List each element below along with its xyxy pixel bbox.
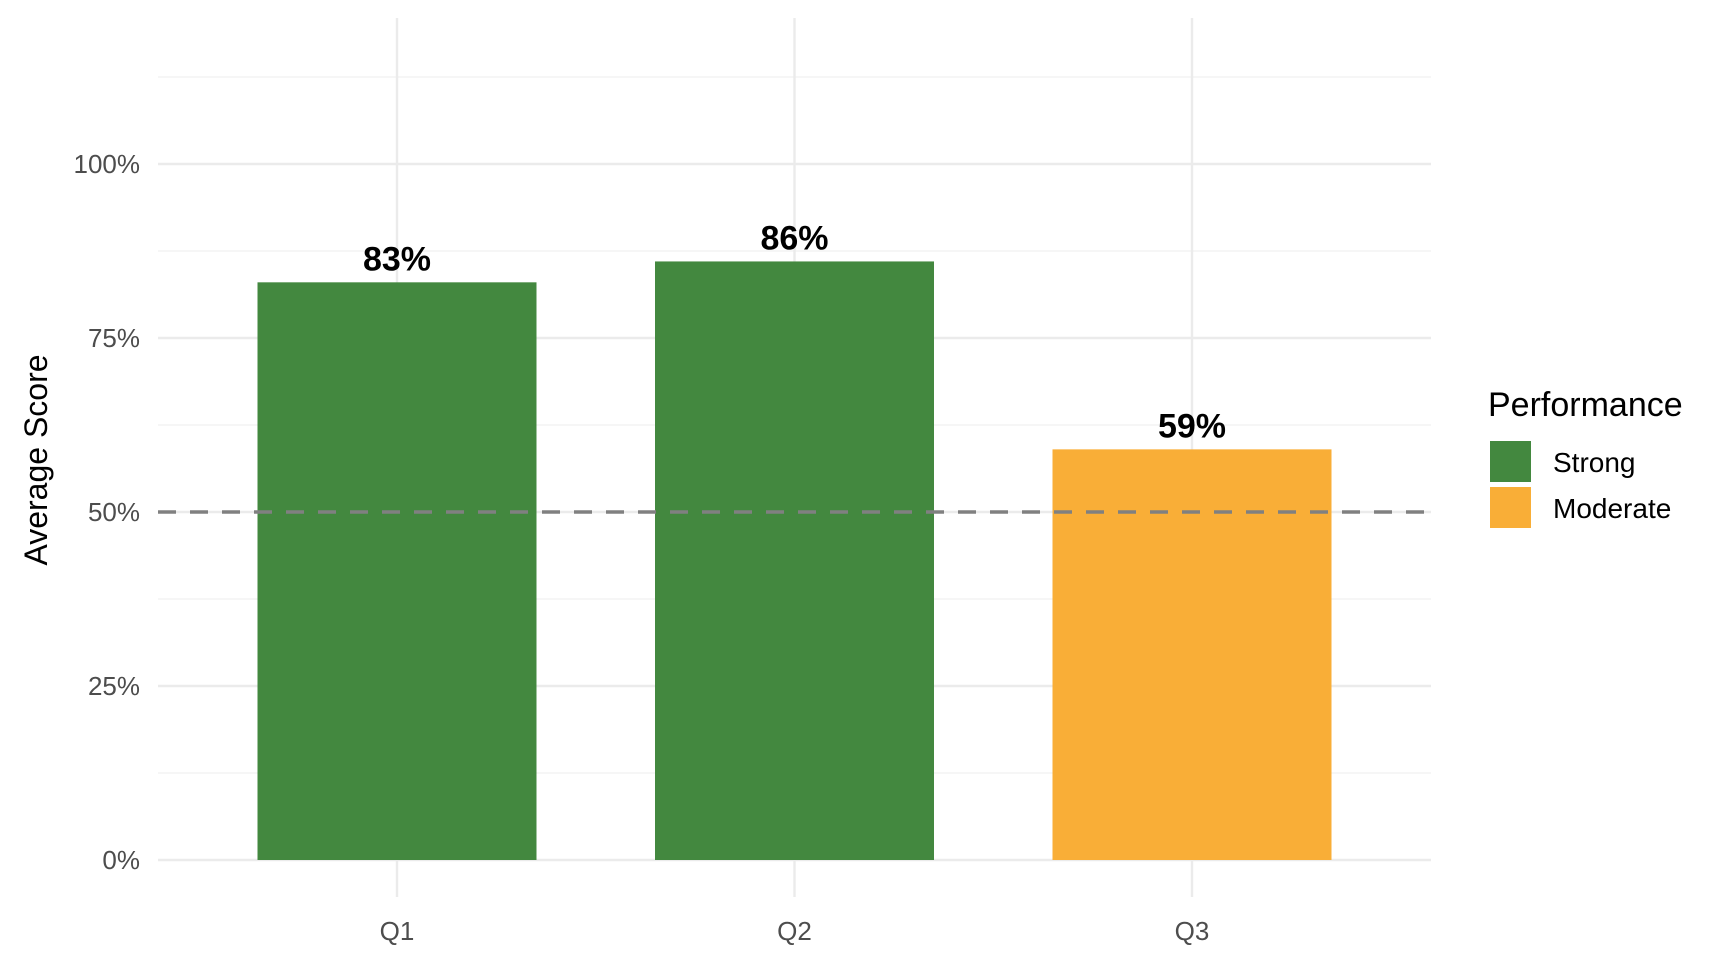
y-tick-label: 50% bbox=[88, 497, 140, 527]
x-tick-label: Q1 bbox=[380, 916, 415, 946]
x-tick-label: Q2 bbox=[777, 916, 812, 946]
y-tick-label: 75% bbox=[88, 323, 140, 353]
legend-title: Performance bbox=[1488, 386, 1683, 424]
legend-key-strong bbox=[1490, 441, 1531, 482]
legend-label: Moderate bbox=[1553, 493, 1671, 524]
bar-q3 bbox=[1052, 449, 1332, 860]
y-tick-label: 0% bbox=[102, 845, 140, 875]
y-tick-label: 25% bbox=[88, 671, 140, 701]
y-tick-label: 100% bbox=[74, 149, 141, 179]
y-axis-label: Average Score bbox=[18, 354, 54, 565]
data-label: 86% bbox=[760, 219, 828, 257]
data-label: 59% bbox=[1158, 407, 1226, 445]
bar-q2 bbox=[655, 261, 934, 860]
bar-q1 bbox=[257, 282, 537, 860]
legend-label: Strong bbox=[1553, 447, 1636, 478]
x-tick-label: Q3 bbox=[1175, 916, 1210, 946]
data-label: 83% bbox=[363, 240, 431, 278]
legend-key-moderate bbox=[1490, 487, 1531, 528]
